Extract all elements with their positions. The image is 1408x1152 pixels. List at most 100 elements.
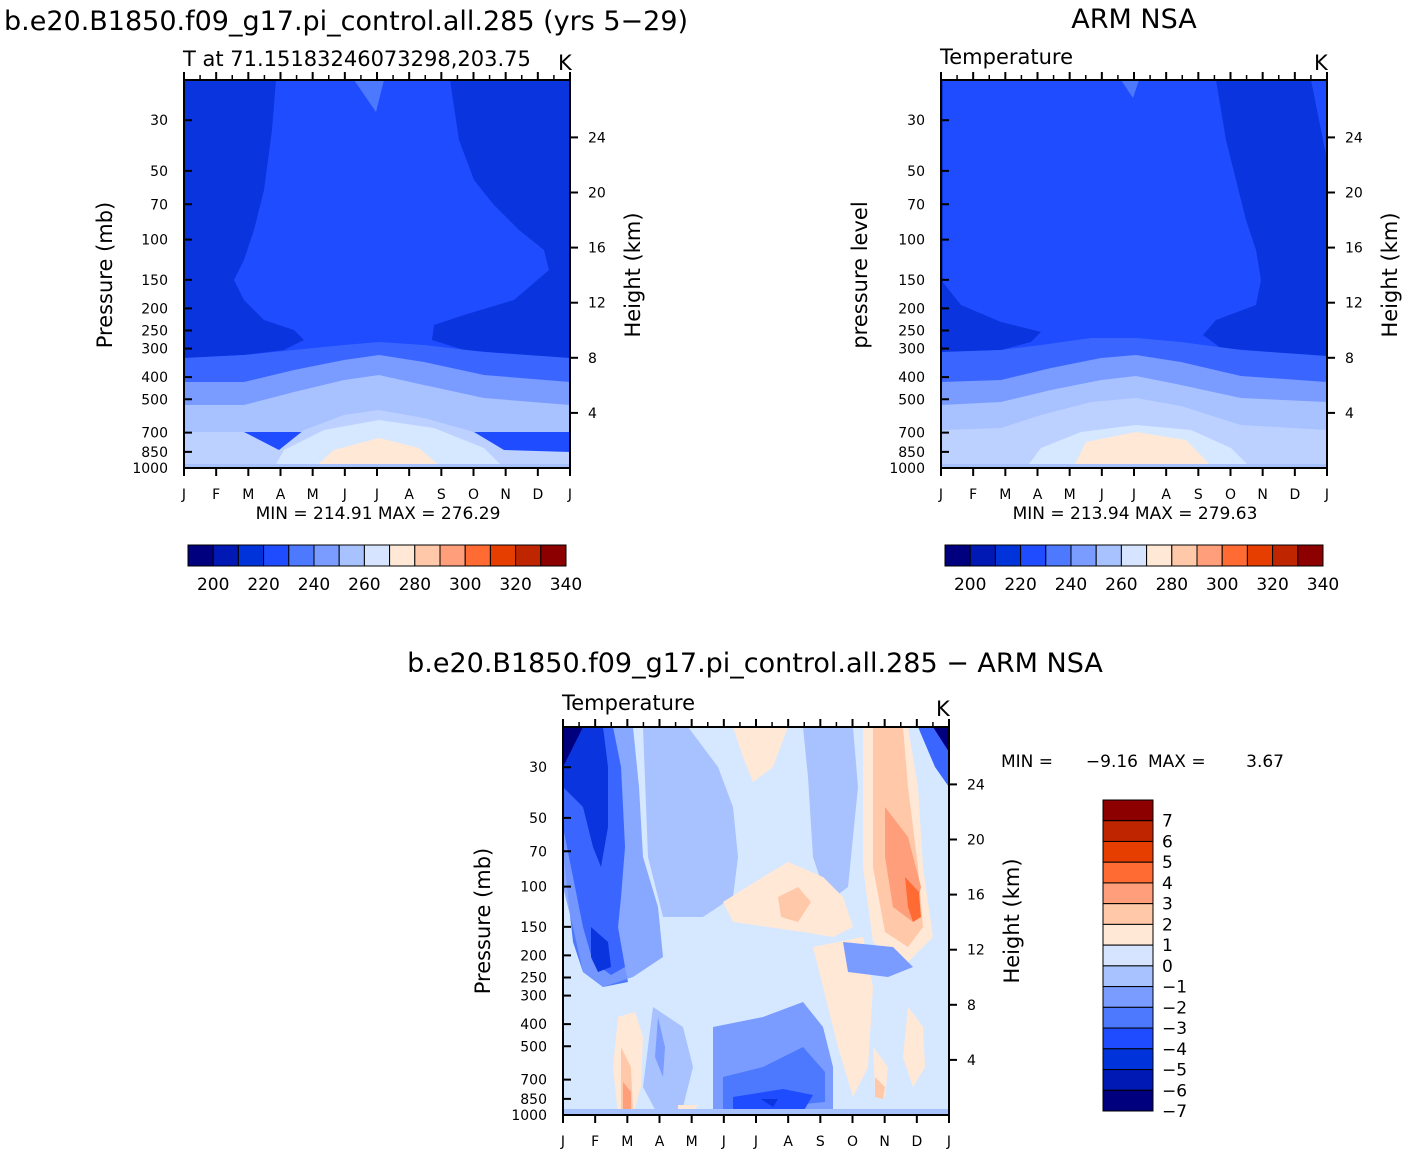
colorbar-label: 280: [399, 575, 431, 595]
diff-ylabel: Pressure (mb): [471, 848, 495, 995]
month-tick-label: J: [342, 487, 347, 503]
pressure-tick-label: 250: [898, 324, 925, 340]
height-tick-label: 20: [588, 185, 606, 201]
obs-top-ticks: [940, 72, 1328, 80]
height-tick-label: 4: [588, 406, 597, 422]
month-tick-label: N: [1257, 487, 1267, 503]
colorbar-label: 300: [1206, 575, 1238, 595]
pressure-tick-label: 400: [898, 370, 925, 386]
colorbar-label: 6: [1162, 832, 1173, 852]
colorbar-swatch: [1102, 1006, 1154, 1029]
colorbar-swatch: [969, 544, 996, 567]
panel-model: b.e20.B1850.f09_g17.pi_control.all.285 (…: [4, 6, 688, 595]
month-tick-label: S: [1194, 487, 1203, 503]
colorbar-label: −2: [1162, 998, 1187, 1018]
colorbar-swatch: [1102, 799, 1154, 822]
height-tick-label: 24: [967, 777, 985, 793]
month-tick-label: D: [532, 487, 543, 503]
pressure-tick-label: 700: [520, 1073, 547, 1089]
colorbar-swatch: [1102, 903, 1154, 925]
colorbar-swatch: [1102, 986, 1154, 1008]
colorbar-swatch: [1102, 1027, 1154, 1050]
colorbar-label: 260: [348, 575, 380, 595]
pressure-tick-label: 400: [141, 370, 168, 386]
month-tick-label: J: [181, 487, 186, 503]
diff-units: K: [936, 697, 951, 721]
pressure-tick-label: 200: [898, 301, 925, 317]
colorbar-swatch: [288, 544, 315, 567]
colorbar-swatch: [1246, 544, 1274, 567]
colorbar-swatch: [414, 544, 441, 567]
model-subtitle: T at 71.15183246073298,203.75: [182, 47, 531, 71]
diff-height-ticks: 24 20 16 12 8 4: [949, 777, 985, 1069]
month-tick-label: A: [276, 487, 286, 503]
colorbar-label: 260: [1105, 575, 1137, 595]
month-tick-label: M: [999, 487, 1011, 503]
model-top-ticks: [183, 72, 571, 80]
month-tick-label: J: [560, 1134, 565, 1150]
colorbar-swatch: [1120, 544, 1148, 567]
colorbar-label: 200: [197, 575, 229, 595]
month-tick-label: M: [307, 487, 319, 503]
diff-header: b.e20.B1850.f09_g17.pi_control.all.285 −…: [407, 648, 1103, 679]
colorbar-swatch: [363, 544, 391, 567]
colorbar-swatch: [263, 544, 290, 567]
height-tick-label: 20: [1345, 185, 1363, 201]
colorbar-swatch: [1272, 544, 1299, 567]
colorbar-swatch: [1102, 944, 1154, 967]
pressure-tick-label: 50: [907, 164, 925, 180]
height-tick-label: 12: [967, 943, 985, 959]
colorbar-label: 340: [1307, 575, 1339, 595]
colorbar-label: 7: [1162, 812, 1173, 832]
pressure-tick-label: 400: [520, 1017, 547, 1033]
height-tick-label: 16: [588, 241, 606, 257]
month-tick-label: D: [1289, 487, 1300, 503]
pressure-tick-label: 100: [141, 233, 168, 249]
diff-max-value: 3.67: [1246, 752, 1284, 772]
colorbar-label: 340: [550, 575, 582, 595]
pressure-tick-label: 70: [907, 197, 925, 213]
colorbar-swatch: [515, 544, 542, 567]
colorbar-swatch: [1102, 923, 1154, 946]
month-tick-label: J: [721, 1134, 726, 1150]
colorbar-swatch: [313, 544, 340, 567]
colorbar-label: 2: [1162, 915, 1173, 935]
height-tick-label: 8: [1345, 351, 1354, 367]
panel-diff: b.e20.B1850.f09_g17.pi_control.all.285 −…: [407, 648, 1284, 1150]
colorbar-label: −5: [1162, 1061, 1187, 1081]
colorbar-label: 320: [1256, 575, 1288, 595]
model-header: b.e20.B1850.f09_g17.pi_control.all.285 (…: [4, 6, 688, 37]
month-tick-label: M: [621, 1134, 633, 1150]
colorbar-label: −7: [1162, 1102, 1187, 1122]
colorbar-swatch: [237, 544, 265, 567]
obs-subtitle: Temperature: [939, 45, 1073, 69]
obs-units: K: [1314, 51, 1329, 75]
colorbar-label: −6: [1162, 1081, 1187, 1101]
pressure-tick-label: 150: [141, 273, 168, 289]
pressure-tick-label: 250: [520, 971, 547, 987]
colorbar-swatch: [489, 544, 517, 567]
colorbar-swatch: [439, 544, 466, 567]
pressure-tick-label: 1000: [511, 1108, 547, 1124]
colorbar-swatch: [1102, 882, 1154, 905]
obs-header: ARM NSA: [1071, 4, 1197, 35]
pressure-tick-label: 70: [150, 197, 168, 213]
pressure-tick-label: 500: [141, 392, 168, 408]
colorbar-label: 3: [1162, 895, 1173, 915]
height-tick-label: 12: [1345, 296, 1363, 312]
month-tick-label: F: [591, 1134, 599, 1150]
height-tick-label: 24: [1345, 130, 1363, 146]
pressure-tick-label: 200: [141, 301, 168, 317]
diff-min-value: −9.16: [1086, 752, 1138, 772]
colorbar-swatch: [1045, 544, 1072, 567]
model-units: K: [558, 51, 573, 75]
colorbar-swatch: [338, 544, 365, 567]
colorbar-swatch: [1102, 1089, 1154, 1112]
pressure-tick-label: 250: [141, 324, 168, 340]
colorbar-swatch: [1297, 544, 1324, 567]
